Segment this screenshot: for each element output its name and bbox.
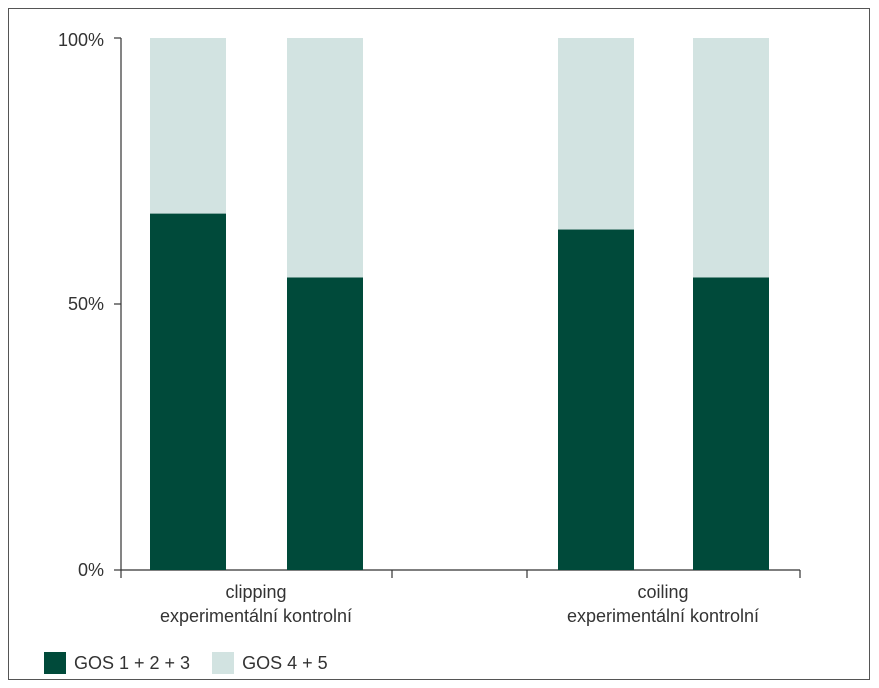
bar-coiling-kontrolni-gos-45 [693,38,769,278]
legend-swatch-gos-123 [44,652,66,674]
bar-clipping-experimentalni-gos-45 [150,38,226,214]
group-label-clipping: clipping [225,582,286,602]
group-label-coiling: coiling [637,582,688,602]
bar-clipping-kontrolni-gos-123 [287,277,363,570]
group-sublabel-coiling: experimentální kontrolní [567,606,759,626]
bars-group [150,38,769,570]
legend: GOS 1 + 2 + 3 GOS 4 + 5 [44,652,350,674]
legend-swatch-gos-45 [212,652,235,674]
bar-coiling-experimentalni-gos-123 [558,229,634,570]
y-tick-label-0: 0% [78,560,104,580]
y-tick-label-100: 100% [58,30,104,50]
bar-coiling-experimentalni-gos-45 [558,38,634,230]
legend-item-gos-45: GOS 4 + 5 [212,652,328,674]
legend-item-gos-123: GOS 1 + 2 + 3 [44,652,190,674]
legend-label-gos-123: GOS 1 + 2 + 3 [74,652,191,673]
bar-clipping-experimentalni-gos-123 [150,213,226,570]
bar-clipping-kontrolni-gos-45 [287,38,363,278]
group-sublabel-clipping: experimentální kontrolní [160,606,352,626]
y-tick-label-50: 50% [68,294,104,314]
legend-label-gos-45: GOS 4 + 5 [242,652,328,673]
bar-coiling-kontrolni-gos-123 [693,277,769,570]
